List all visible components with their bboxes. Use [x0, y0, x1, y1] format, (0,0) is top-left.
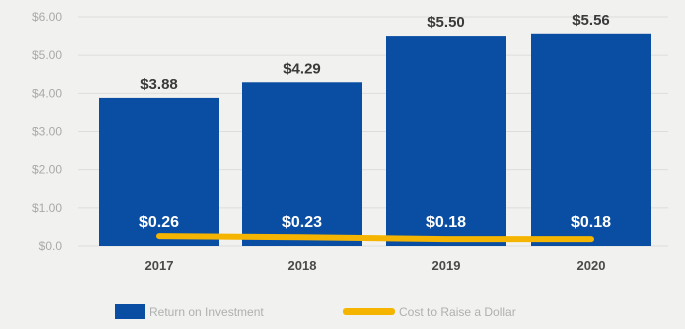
x-tick-label: 2020 [577, 258, 606, 273]
y-tick-label: $3.00 [32, 125, 62, 139]
y-tick-label: $1.00 [32, 201, 62, 215]
x-tick-label: 2018 [288, 258, 317, 273]
bar [386, 36, 506, 247]
bar [531, 33, 651, 246]
x-tick-label: 2019 [432, 258, 461, 273]
line-value-label: $0.18 [426, 214, 466, 231]
y-tick-label: $0.0 [39, 239, 63, 253]
legend-swatch-cost [343, 308, 395, 315]
legend-swatch-roi [115, 304, 145, 319]
line-value-label: $0.18 [571, 214, 611, 231]
line-value-label: $0.23 [282, 214, 322, 231]
y-tick-label: $2.00 [32, 163, 62, 177]
line-value-label: $0.26 [139, 214, 179, 231]
cost-line [156, 233, 594, 243]
y-tick-label: $4.00 [32, 86, 62, 100]
bar [242, 82, 362, 246]
bar [99, 97, 219, 246]
legend-label-cost: Cost to Raise a Dollar [399, 305, 516, 319]
y-tick-label: $6.00 [32, 10, 62, 24]
bar-value-label: $4.29 [283, 60, 321, 77]
y-tick-label: $5.00 [32, 48, 62, 62]
x-tick-label: 2017 [145, 258, 174, 273]
bar-value-label: $5.56 [572, 12, 610, 29]
bar-value-label: $3.88 [140, 76, 178, 93]
legend-label-roi: Return on Investment [149, 305, 264, 319]
bar-value-label: $5.50 [427, 14, 465, 31]
